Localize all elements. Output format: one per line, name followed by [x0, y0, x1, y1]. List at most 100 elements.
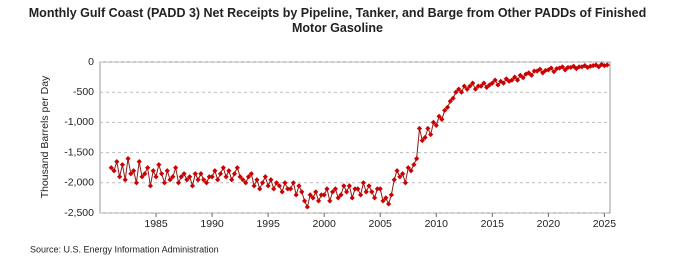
marker [458, 89, 465, 95]
marker [181, 171, 187, 177]
marker [503, 76, 509, 82]
marker [377, 186, 383, 192]
marker [321, 192, 327, 198]
marker [556, 65, 563, 71]
marker [131, 168, 137, 174]
marker [139, 174, 145, 180]
marker [400, 171, 406, 177]
marker [372, 195, 378, 201]
marker [276, 183, 282, 189]
marker [159, 171, 165, 177]
marker [472, 86, 479, 92]
marker [598, 61, 605, 68]
x-tick-label: 2025 [593, 218, 617, 230]
y-tick-label: 0 [88, 56, 94, 68]
marker [290, 180, 296, 186]
marker [456, 86, 462, 92]
marker [187, 174, 193, 180]
marker [565, 64, 571, 71]
marker [335, 195, 341, 201]
marker [240, 177, 246, 183]
marker [484, 84, 490, 90]
marker [343, 189, 350, 195]
marker [254, 177, 260, 183]
marker [369, 189, 375, 195]
marker [537, 66, 543, 72]
marker [192, 171, 198, 177]
marker [464, 86, 470, 92]
marker [237, 174, 243, 180]
marker [329, 189, 336, 195]
y-tick-label: -500 [73, 86, 94, 98]
marker [601, 63, 607, 69]
marker [545, 67, 551, 73]
marker [178, 174, 184, 180]
marker [411, 162, 417, 168]
marker [419, 137, 425, 144]
marker [184, 177, 190, 183]
x-tick-label: 1990 [200, 218, 224, 230]
marker [273, 180, 280, 186]
marker [520, 75, 526, 81]
marker [380, 198, 386, 204]
marker [492, 77, 498, 83]
marker [433, 122, 439, 129]
marker [313, 189, 319, 195]
marker [318, 192, 324, 198]
marker [363, 189, 369, 195]
marker [352, 186, 358, 192]
marker [590, 63, 596, 69]
x-tick-label: 2015 [481, 218, 505, 230]
marker [439, 116, 445, 122]
marker [366, 183, 372, 189]
x-tick-label: 1995 [256, 218, 280, 230]
marker [111, 168, 117, 174]
marker [251, 183, 257, 189]
marker [402, 180, 409, 186]
marker [243, 180, 249, 186]
marker [310, 195, 316, 201]
marker [374, 186, 381, 192]
y-axis-label: Thousand Barrels per Day [39, 75, 51, 198]
marker [506, 78, 512, 84]
marker [358, 192, 364, 198]
y-tick-label: -1,500 [64, 146, 94, 158]
marker [570, 63, 577, 69]
marker [414, 156, 420, 162]
marker [422, 134, 428, 141]
marker [268, 177, 274, 183]
marker [133, 180, 140, 186]
marker [315, 198, 322, 204]
marker [257, 186, 263, 192]
marker [279, 189, 285, 195]
marker [428, 131, 434, 138]
marker [195, 177, 201, 183]
marker [475, 83, 481, 89]
marker [531, 68, 537, 74]
marker [136, 159, 142, 165]
marker [173, 165, 179, 171]
marker [523, 71, 529, 77]
y-tick-label: -2,500 [64, 207, 94, 219]
marker [444, 104, 451, 110]
marker [150, 168, 156, 174]
marker [596, 64, 602, 70]
marker [125, 156, 131, 162]
marker [234, 165, 240, 171]
marker [540, 70, 546, 76]
marker [582, 63, 588, 69]
marker [447, 98, 453, 104]
marker [226, 168, 232, 174]
y-tick-label: -2,000 [64, 177, 94, 189]
marker [360, 180, 367, 186]
marker [470, 80, 476, 86]
marker [285, 186, 291, 192]
x-tick-label: 2010 [425, 218, 449, 230]
marker [450, 95, 456, 101]
marker [198, 171, 204, 177]
marker [478, 83, 484, 89]
marker [548, 65, 554, 71]
x-tick-label: 1985 [144, 218, 168, 230]
marker [542, 67, 549, 74]
marker [355, 186, 361, 192]
